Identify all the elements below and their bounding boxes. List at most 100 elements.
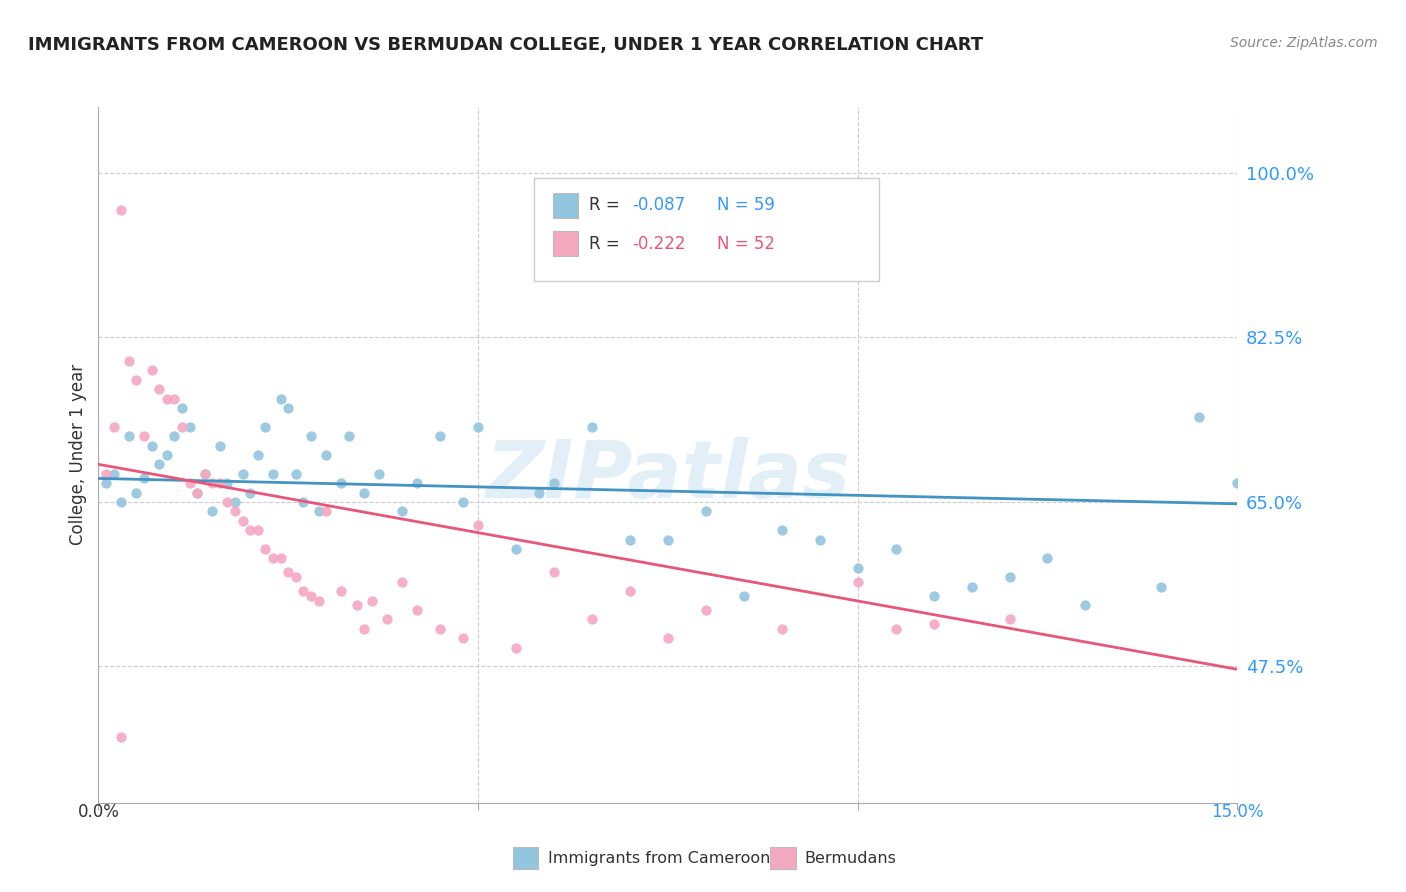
Point [808, 533, 831, 547]
Point [170, 419, 193, 434]
Point [429, 622, 451, 636]
Text: Immigrants from Cameroon: Immigrants from Cameroon [548, 851, 770, 865]
Point [391, 504, 413, 518]
Text: ZIPatlas: ZIPatlas [485, 437, 851, 515]
Point [163, 392, 186, 406]
Point [103, 419, 125, 434]
Point [619, 533, 641, 547]
Point [262, 551, 284, 566]
Point [346, 599, 368, 613]
Point [270, 551, 292, 566]
Point [118, 354, 141, 368]
Point [239, 523, 262, 537]
Point [163, 429, 186, 443]
Point [110, 495, 132, 509]
Point [299, 429, 322, 443]
Text: -0.222: -0.222 [633, 235, 686, 252]
Point [619, 584, 641, 599]
Point [284, 467, 307, 481]
Point [148, 458, 170, 472]
Point [125, 373, 148, 387]
Point [505, 640, 527, 655]
Point [246, 523, 269, 537]
Point [132, 429, 155, 443]
Point [695, 504, 717, 518]
Point [406, 603, 429, 617]
Point [239, 485, 262, 500]
Point [170, 401, 193, 415]
Point [94, 467, 117, 481]
Point [186, 485, 208, 500]
Point [201, 504, 224, 518]
Point [846, 574, 869, 589]
Point [998, 570, 1021, 584]
Point [232, 467, 254, 481]
Point [254, 419, 277, 434]
Point [217, 476, 239, 491]
Point [960, 580, 983, 594]
Text: R =: R = [589, 196, 626, 214]
Point [292, 495, 315, 509]
Point [391, 574, 413, 589]
Point [1188, 410, 1211, 425]
Text: N = 52: N = 52 [717, 235, 775, 252]
Point [308, 504, 330, 518]
Point [224, 504, 246, 518]
Point [543, 476, 565, 491]
Point [94, 476, 117, 491]
Point [1150, 580, 1173, 594]
Point [1036, 551, 1059, 566]
Point [884, 541, 907, 556]
Point [884, 622, 907, 636]
Point [284, 570, 307, 584]
Point [224, 495, 246, 509]
Point [254, 541, 277, 556]
Point [451, 632, 474, 646]
Point [246, 448, 269, 462]
Text: 0.0%: 0.0% [77, 803, 120, 821]
Point [156, 448, 179, 462]
Point [360, 593, 382, 607]
Text: IMMIGRANTS FROM CAMEROON VS BERMUDAN COLLEGE, UNDER 1 YEAR CORRELATION CHART: IMMIGRANTS FROM CAMEROON VS BERMUDAN COL… [28, 36, 983, 54]
Point [846, 560, 869, 574]
Point [208, 476, 231, 491]
Point [406, 476, 429, 491]
Text: R =: R = [589, 235, 626, 252]
Point [232, 514, 254, 528]
Point [277, 566, 299, 580]
Point [657, 533, 679, 547]
Point [1226, 476, 1249, 491]
Point [581, 419, 603, 434]
Point [194, 467, 217, 481]
Point [110, 730, 132, 744]
Point [1074, 599, 1097, 613]
Point [132, 471, 155, 485]
Point [695, 603, 717, 617]
Point [118, 429, 141, 443]
Point [179, 476, 201, 491]
Point [148, 382, 170, 396]
Point [103, 467, 125, 481]
Point [217, 495, 239, 509]
Point [186, 485, 208, 500]
Point [337, 429, 360, 443]
Point [527, 485, 550, 500]
Point [156, 392, 179, 406]
Point [467, 419, 489, 434]
Point [451, 495, 474, 509]
Point [353, 622, 375, 636]
Point [922, 589, 945, 603]
Point [770, 523, 793, 537]
Point [208, 438, 231, 452]
Point [315, 448, 337, 462]
Point [368, 467, 391, 481]
Text: -0.087: -0.087 [633, 196, 686, 214]
Point [581, 612, 603, 626]
Point [353, 485, 375, 500]
Y-axis label: College, Under 1 year: College, Under 1 year [69, 364, 87, 546]
Point [141, 438, 163, 452]
Point [733, 589, 755, 603]
Point [467, 518, 489, 533]
Point [270, 392, 292, 406]
Point [292, 584, 315, 599]
